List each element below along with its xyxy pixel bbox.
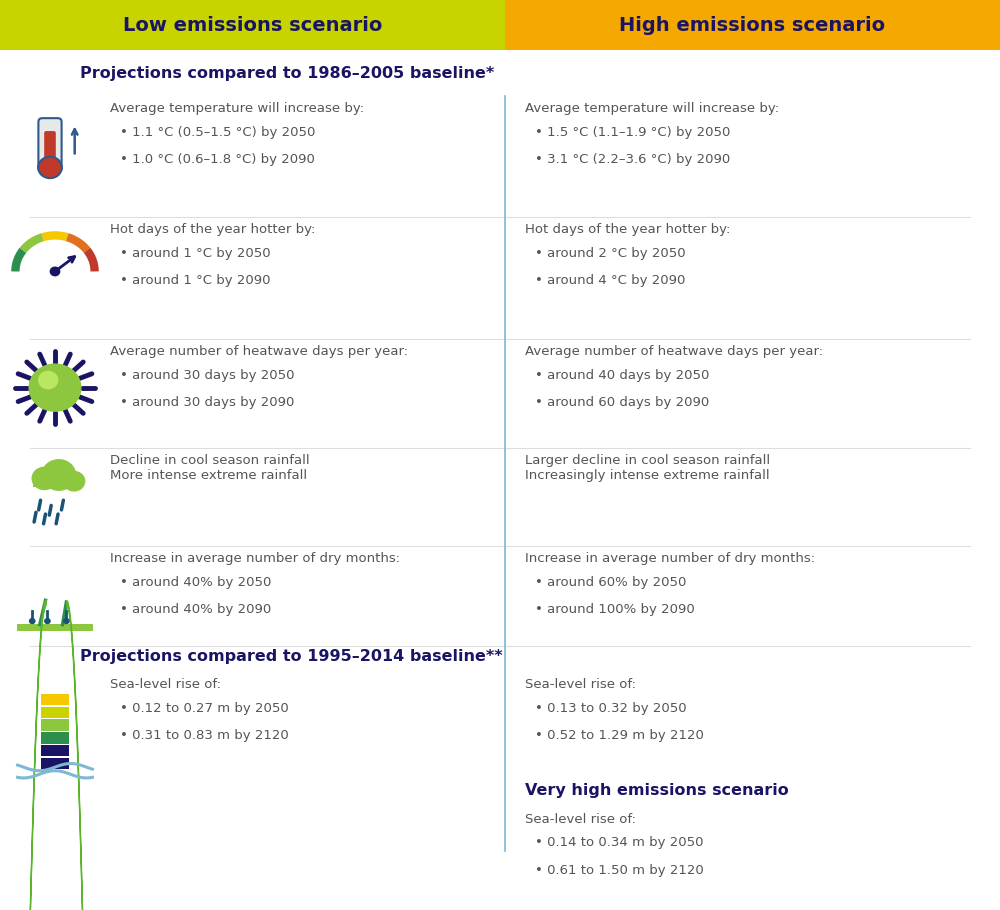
FancyBboxPatch shape [41,758,69,769]
Text: • around 1 °C by 2090: • around 1 °C by 2090 [120,274,270,287]
Circle shape [32,468,57,490]
Text: • around 100% by 2090: • around 100% by 2090 [535,603,695,616]
Text: Hot days of the year hotter by:: Hot days of the year hotter by: [525,223,730,236]
FancyBboxPatch shape [41,733,69,743]
FancyBboxPatch shape [41,720,69,731]
FancyBboxPatch shape [505,0,1000,50]
Text: Low emissions scenario: Low emissions scenario [123,15,382,35]
Text: • 0.52 to 1.29 m by 2120: • 0.52 to 1.29 m by 2120 [535,729,704,742]
Text: • around 60% by 2050: • around 60% by 2050 [535,576,686,589]
Text: • around 1 °C by 2050: • around 1 °C by 2050 [120,247,271,259]
Text: Increase in average number of dry months:: Increase in average number of dry months… [525,552,815,565]
Text: Sea-level rise of:: Sea-level rise of: [110,678,221,691]
FancyBboxPatch shape [44,131,56,169]
Text: High emissions scenario: High emissions scenario [619,15,886,35]
Text: • 0.12 to 0.27 m by 2050: • 0.12 to 0.27 m by 2050 [120,702,289,714]
Text: Larger decline in cool season rainfall
Increasingly intense extreme rainfall: Larger decline in cool season rainfall I… [525,454,770,482]
Text: • around 4 °C by 2090: • around 4 °C by 2090 [535,274,685,287]
Circle shape [29,364,81,411]
Text: • 3.1 °C (2.2–3.6 °C) by 2090: • 3.1 °C (2.2–3.6 °C) by 2090 [535,153,730,166]
FancyBboxPatch shape [38,118,62,172]
Circle shape [64,619,69,623]
Text: • around 40% by 2090: • around 40% by 2090 [120,603,271,616]
FancyBboxPatch shape [41,745,69,756]
Text: Sea-level rise of:: Sea-level rise of: [525,678,636,691]
Text: • around 2 °C by 2050: • around 2 °C by 2050 [535,247,686,259]
Text: • 0.31 to 0.83 m by 2120: • 0.31 to 0.83 m by 2120 [120,729,289,742]
FancyBboxPatch shape [41,693,69,705]
FancyBboxPatch shape [0,0,505,50]
Text: Decline in cool season rainfall
More intense extreme rainfall: Decline in cool season rainfall More int… [110,454,310,482]
FancyBboxPatch shape [17,624,93,632]
Circle shape [39,371,58,389]
Text: Average temperature will increase by:: Average temperature will increase by: [525,102,779,115]
Text: • around 30 days by 2090: • around 30 days by 2090 [120,396,294,409]
Text: • 0.13 to 0.32 by 2050: • 0.13 to 0.32 by 2050 [535,702,687,714]
Text: • 0.14 to 0.34 m by 2050: • 0.14 to 0.34 m by 2050 [535,836,704,849]
Text: Average temperature will increase by:: Average temperature will increase by: [110,102,364,115]
Text: • around 30 days by 2050: • around 30 days by 2050 [120,369,294,381]
Text: • 1.0 °C (0.6–1.8 °C) by 2090: • 1.0 °C (0.6–1.8 °C) by 2090 [120,153,315,166]
Text: • around 40 days by 2050: • around 40 days by 2050 [535,369,709,381]
Circle shape [42,460,76,490]
Text: Average number of heatwave days per year:: Average number of heatwave days per year… [525,345,823,358]
Text: • around 60 days by 2090: • around 60 days by 2090 [535,396,709,409]
Circle shape [50,268,60,276]
Text: • around 40% by 2050: • around 40% by 2050 [120,576,271,589]
Text: Projections compared to 1995–2014 baseline**: Projections compared to 1995–2014 baseli… [80,649,503,663]
Text: Projections compared to 1986–2005 baseline*: Projections compared to 1986–2005 baseli… [80,66,494,80]
Circle shape [45,619,50,623]
Text: Very high emissions scenario: Very high emissions scenario [525,783,789,797]
Circle shape [30,619,35,623]
Text: Average number of heatwave days per year:: Average number of heatwave days per year… [110,345,408,358]
Circle shape [63,471,85,490]
Text: Hot days of the year hotter by:: Hot days of the year hotter by: [110,223,315,236]
Text: • 0.61 to 1.50 m by 2120: • 0.61 to 1.50 m by 2120 [535,864,704,876]
Text: • 1.5 °C (1.1–1.9 °C) by 2050: • 1.5 °C (1.1–1.9 °C) by 2050 [535,126,730,138]
Text: • 1.1 °C (0.5–1.5 °C) by 2050: • 1.1 °C (0.5–1.5 °C) by 2050 [120,126,315,138]
Text: Increase in average number of dry months:: Increase in average number of dry months… [110,552,400,565]
FancyBboxPatch shape [33,478,78,488]
FancyBboxPatch shape [41,707,69,718]
Text: Sea-level rise of:: Sea-level rise of: [525,813,636,825]
Circle shape [39,157,61,177]
